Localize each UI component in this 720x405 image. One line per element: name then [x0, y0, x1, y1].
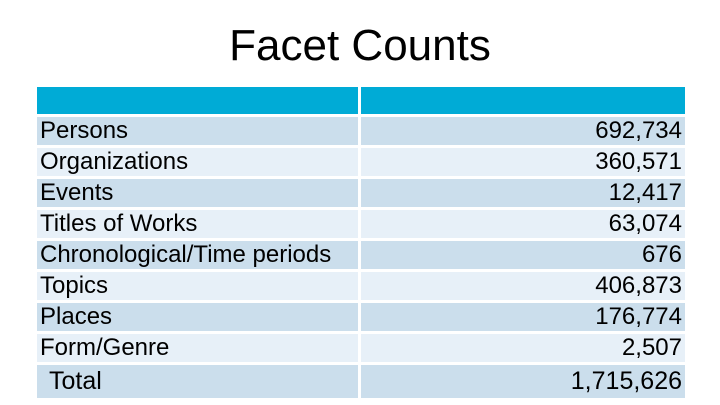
table-header-facet-cell — [37, 87, 358, 114]
table-row-facet-label: Chronological/Time periods — [37, 241, 358, 269]
table-row-facet-label: Organizations — [37, 148, 358, 176]
table-row-count-value: 360,571 — [361, 148, 685, 176]
table-row-count-value: 1,715,626 — [361, 365, 685, 398]
table-row-count-value: 63,074 — [361, 210, 685, 238]
table-row-count-value: 692,734 — [361, 117, 685, 145]
table-row-count-value: 12,417 — [361, 179, 685, 207]
table-row-facet-label: Topics — [37, 272, 358, 300]
table-row-count-value: 2,507 — [361, 334, 685, 362]
table-row-facet-label: Events — [37, 179, 358, 207]
table-row-facet-label: Persons — [37, 117, 358, 145]
table-row-facet-label: Total — [37, 365, 358, 398]
table-row-facet-label: Titles of Works — [37, 210, 358, 238]
slide-title: Facet Counts — [229, 21, 491, 70]
table-header-count-cell — [361, 87, 685, 114]
table-row-facet-label: Places — [37, 303, 358, 331]
table-row-count-value: 176,774 — [361, 303, 685, 331]
table-row-count-value: 676 — [361, 241, 685, 269]
facet-counts-table: Persons 692,734 Organizations 360,571 Ev… — [37, 87, 685, 398]
table-row-facet-label: Form/Genre — [37, 334, 358, 362]
table-row-count-value: 406,873 — [361, 272, 685, 300]
